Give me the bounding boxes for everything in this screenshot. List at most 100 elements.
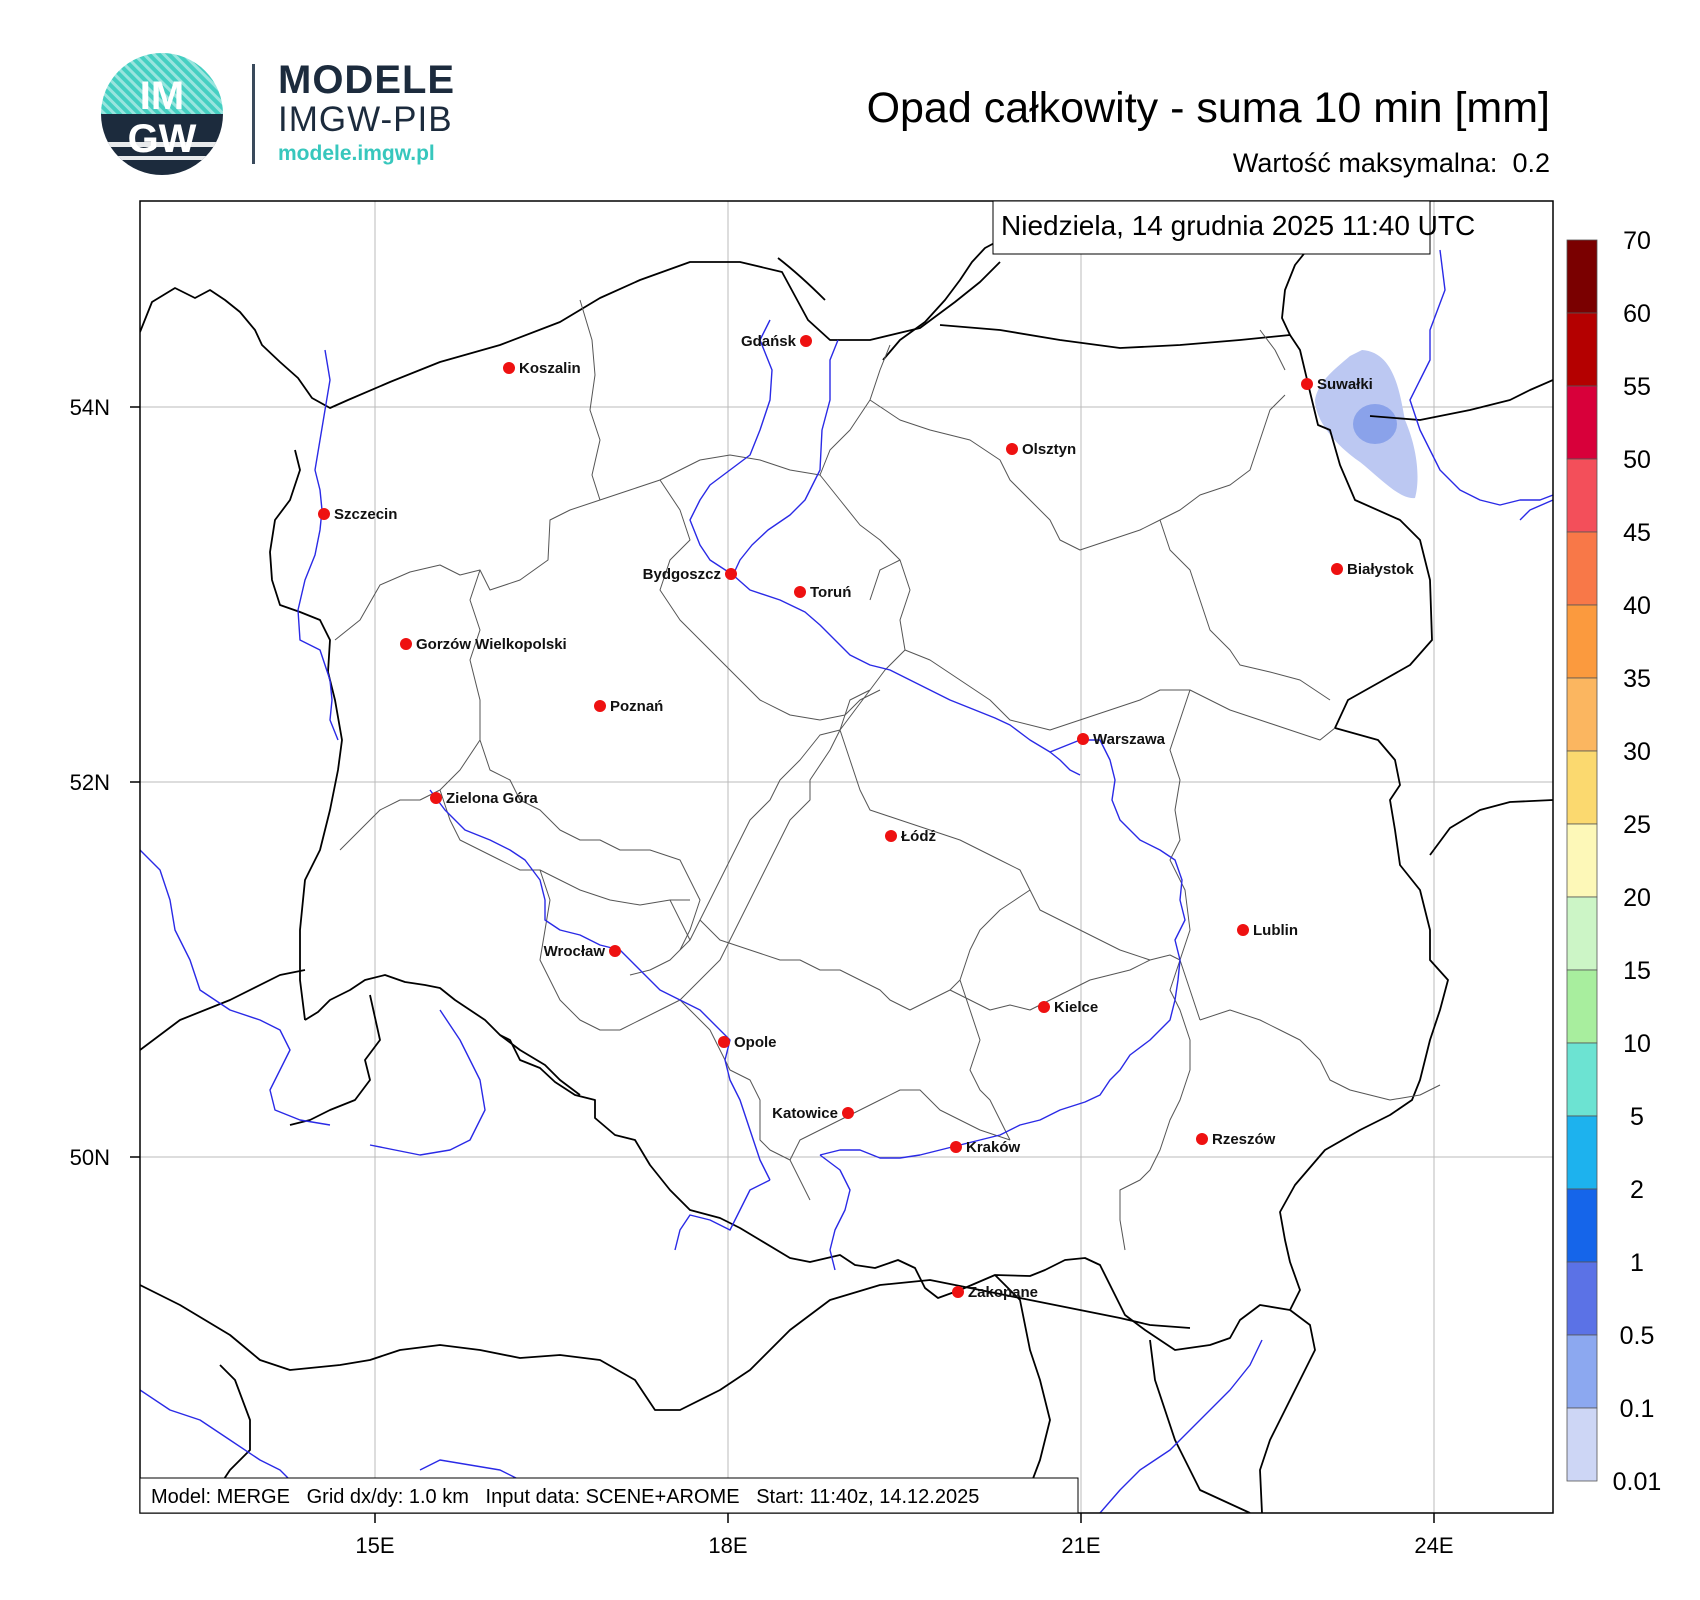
city-dot [1331, 563, 1343, 575]
city-label: Bydgoszcz [643, 566, 721, 583]
city-label: Kraków [966, 1139, 1021, 1156]
colorbar-segment [1566, 823, 1598, 898]
max-value-number: 0.2 [1512, 148, 1550, 178]
colorbar-segment [1566, 458, 1598, 533]
city-label: Gdańsk [741, 333, 797, 350]
lon-label-18e: 18E [708, 1533, 747, 1558]
colorbar-segment [1566, 1407, 1598, 1482]
city-label: Zakopane [968, 1284, 1038, 1301]
city-dot [609, 945, 621, 957]
colorbar-segment [1566, 1042, 1598, 1117]
city-koszalin: Koszalin [503, 360, 581, 377]
city-label: Poznań [610, 698, 663, 715]
city-zielona-góra: Zielona Góra [430, 790, 538, 807]
axis-ticks [130, 406, 1435, 1523]
colorbar-label: 2 [1630, 1176, 1644, 1204]
colorbar-label: 60 [1623, 300, 1651, 328]
city-dot [725, 568, 737, 580]
city-warszawa: Warszawa [1077, 731, 1166, 748]
colorbar-label: 20 [1623, 884, 1651, 912]
city-label: Zielona Góra [446, 790, 538, 807]
city-label: Koszalin [519, 360, 581, 377]
colorbar-label: 25 [1623, 811, 1651, 839]
max-value-text: Wartość maksymalna: [1232, 148, 1498, 178]
city-label: Lublin [1253, 922, 1298, 939]
city-markers: Gdańsk Koszalin Szczecin Suwałki Olsztyn Biał… [318, 333, 1414, 1301]
colorbar-label: 55 [1623, 373, 1651, 401]
imgw-logo-icon: IM GW [101, 53, 223, 175]
imgw-logo: IM GW MODELE IMGW-PIB modele.imgw.pl [100, 52, 460, 182]
colorbar-segment [1566, 969, 1598, 1044]
colorbar-segment [1566, 896, 1598, 971]
colorbar-label: 10 [1623, 1030, 1651, 1058]
rivers [140, 249, 1553, 1513]
city-dot [318, 508, 330, 520]
city-dot [594, 700, 606, 712]
colorbar-label: 45 [1623, 519, 1651, 547]
city-suwałki: Suwałki [1301, 376, 1373, 393]
colorbar-segment [1566, 604, 1598, 679]
city-dot [885, 830, 897, 842]
lon-label-15e: 15E [355, 1533, 394, 1558]
city-olsztyn: Olsztyn [1006, 441, 1076, 458]
city-label: Szczecin [334, 506, 397, 523]
city-dot [842, 1107, 854, 1119]
lon-label-21e: 21E [1061, 1533, 1100, 1558]
colorbar-label: 30 [1623, 738, 1651, 766]
city-label: Opole [734, 1034, 777, 1051]
colorbar-segment [1566, 1188, 1598, 1263]
city-poznań: Poznań [594, 698, 663, 715]
city-dot [400, 638, 412, 650]
city-dot [430, 792, 442, 804]
lat-label-54n: 54N [70, 395, 110, 420]
colorbar-label: 5 [1630, 1103, 1644, 1131]
city-dot [794, 586, 806, 598]
logo-separator [252, 64, 255, 164]
colorbar-segment [1566, 312, 1598, 387]
colorbar-label: 0.1 [1620, 1395, 1655, 1423]
city-gorzów-wielkopolski: Gorzów Wielkopolski [400, 636, 567, 653]
city-dot [1237, 924, 1249, 936]
city-bydgoszcz: Bydgoszcz [643, 566, 737, 583]
city-dot [503, 362, 515, 374]
city-label: Toruń [810, 584, 851, 601]
city-łódź: Łódź [885, 828, 936, 845]
city-lublin: Lublin [1237, 922, 1298, 939]
city-label: Olsztyn [1022, 441, 1076, 458]
city-dot [1301, 378, 1313, 390]
colorbar-segment [1566, 750, 1598, 825]
colorbar-segment [1566, 1334, 1598, 1409]
city-label: Wrocław [544, 943, 606, 960]
city-zakopane: Zakopane [952, 1284, 1038, 1301]
voivodeship-borders [334, 299, 1441, 1251]
lon-label-24e: 24E [1414, 1533, 1453, 1558]
city-label: Białystok [1347, 561, 1414, 578]
colorbar-label: 0.01 [1613, 1468, 1662, 1496]
colorbar-label: 70 [1623, 227, 1651, 255]
lat-label-52n: 52N [70, 770, 110, 795]
colorbar-label: 50 [1623, 446, 1651, 474]
lat-label-50n: 50N [70, 1145, 110, 1170]
city-label: Rzeszów [1212, 1131, 1276, 1148]
city-label: Warszawa [1093, 731, 1166, 748]
country-borders [140, 229, 1553, 1513]
model-info-text: Model: MERGE Grid dx/dy: 1.0 km Input da… [151, 1486, 979, 1508]
city-dot [1038, 1001, 1050, 1013]
max-value-label: Wartość maksymalna: 0.2 [1233, 148, 1550, 179]
colorbar-label: 35 [1623, 665, 1651, 693]
colorbar-segment [1566, 239, 1598, 314]
city-label: Łódź [901, 828, 936, 845]
city-dot [952, 1286, 964, 1298]
city-dot [1196, 1133, 1208, 1145]
colorbar-label: 40 [1623, 592, 1651, 620]
logo-subtitle: IMGW-PIB [278, 100, 453, 139]
colorbar-segment [1566, 677, 1598, 752]
city-label: Suwałki [1317, 376, 1373, 393]
datetime-label: Niedziela, 14 grudnia 2025 11:40 UTC [1001, 210, 1475, 241]
logo-title: MODELE [278, 58, 456, 102]
city-kielce: Kielce [1038, 999, 1098, 1016]
city-dot [800, 335, 812, 347]
colorbar-label: 15 [1623, 957, 1651, 985]
city-szczecin: Szczecin [318, 506, 397, 523]
